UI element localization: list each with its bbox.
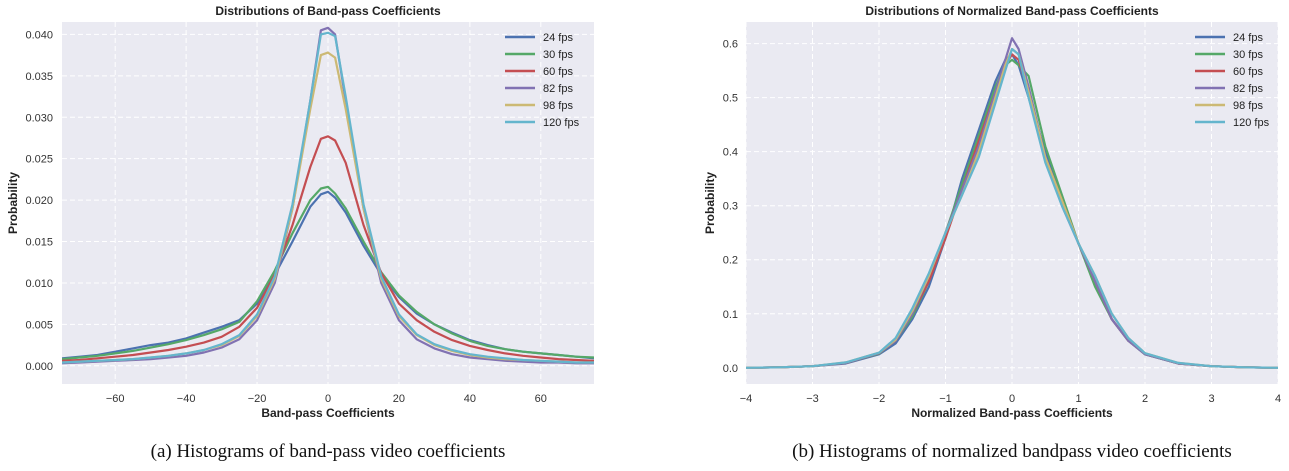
caption-b: (b) Histograms of normalized bandpass vi… — [792, 441, 1232, 462]
caption-a: (a) Histograms of band-pass video coeffi… — [150, 441, 506, 462]
legend-label: 82 fps — [543, 83, 573, 95]
x-tick-label: −4 — [740, 393, 753, 405]
chart-title: Distributions of Normalized Band-pass Co… — [865, 4, 1159, 18]
y-tick-label: 0.0 — [723, 363, 738, 375]
legend: 24 fps 30 fps 60 fps 82 fps 98 fps 120 fps — [505, 32, 580, 129]
normalized-band-pass-chart: −4 −3 −2 −1 0 1 2 3 4 0.0 0.1 0.2 0.3 0.4 0.5 0.6 Distri… — [703, 4, 1281, 420]
y-tick-label: 0.015 — [25, 237, 53, 249]
y-axis-label: Probability — [6, 172, 20, 234]
x-tick-label: 0 — [1009, 393, 1015, 405]
x-axis-label: Band-pass Coefficients — [261, 406, 395, 420]
y-tick-label: 0.040 — [25, 29, 53, 41]
y-tick-label: 0.2 — [723, 255, 738, 267]
y-tick-label: 0.4 — [723, 147, 738, 159]
legend-label: 30 fps — [543, 49, 573, 61]
series-line-120-fps — [62, 31, 594, 364]
x-axis-label: Normalized Band-pass Coefficients — [911, 406, 1113, 420]
chart-title: Distributions of Band-pass Coefficients — [215, 4, 441, 18]
legend-label: 98 fps — [543, 100, 573, 112]
band-pass-chart: −60 −40 −20 0 20 40 60 0.000 0.005 0.010 0.015 0.02… — [6, 4, 594, 420]
x-tick-label: 20 — [393, 393, 405, 405]
x-tick-label: 4 — [1275, 393, 1281, 405]
x-tick-label: −20 — [248, 393, 267, 405]
series-group — [746, 37, 1278, 369]
x-tick-label: −2 — [873, 393, 886, 405]
y-tick-label: 0.025 — [25, 154, 53, 166]
x-tick-label: −40 — [177, 393, 196, 405]
y-tick-label: 0.1 — [723, 309, 738, 321]
y-tick-label: 0.020 — [25, 195, 53, 207]
legend-label: 30 fps — [1233, 49, 1263, 61]
x-tick-label: −1 — [939, 393, 952, 405]
series-line-60-fps — [62, 135, 594, 362]
y-tick-label: 0.005 — [25, 319, 53, 331]
legend-label: 98 fps — [1233, 100, 1263, 112]
x-tick-label: 60 — [535, 393, 547, 405]
y-tick-label: 0.6 — [723, 39, 738, 51]
series-group — [62, 26, 594, 365]
series-line-120-fps — [746, 47, 1278, 369]
x-tick-label: 1 — [1075, 393, 1081, 405]
legend-label: 60 fps — [543, 66, 573, 78]
y-tick-label: 0.5 — [723, 93, 738, 105]
x-tick-label: −3 — [806, 393, 819, 405]
x-tick-label: 0 — [325, 393, 331, 405]
legend: 24 fps 30 fps 60 fps 82 fps 98 fps 120 fps — [1195, 32, 1270, 129]
x-tick-label: 3 — [1208, 393, 1214, 405]
legend-label: 24 fps — [543, 32, 573, 44]
y-tick-label: 0.030 — [25, 112, 53, 124]
legend-label: 82 fps — [1233, 83, 1263, 95]
y-tick-label: 0.035 — [25, 71, 53, 83]
legend-label: 120 fps — [1233, 117, 1270, 129]
y-tick-label: 0.000 — [25, 361, 53, 373]
y-axis-label: Probability — [703, 172, 717, 234]
x-tick-label: −60 — [106, 393, 125, 405]
legend-label: 120 fps — [543, 117, 580, 129]
x-tick-label: 40 — [464, 393, 476, 405]
y-tick-label: 0.3 — [723, 201, 738, 213]
legend-label: 60 fps — [1233, 66, 1263, 78]
series-line-82-fps — [62, 26, 594, 365]
legend-label: 24 fps — [1233, 32, 1263, 44]
y-tick-label: 0.010 — [25, 278, 53, 290]
series-line-30-fps — [62, 185, 594, 361]
x-tick-label: 2 — [1142, 393, 1148, 405]
